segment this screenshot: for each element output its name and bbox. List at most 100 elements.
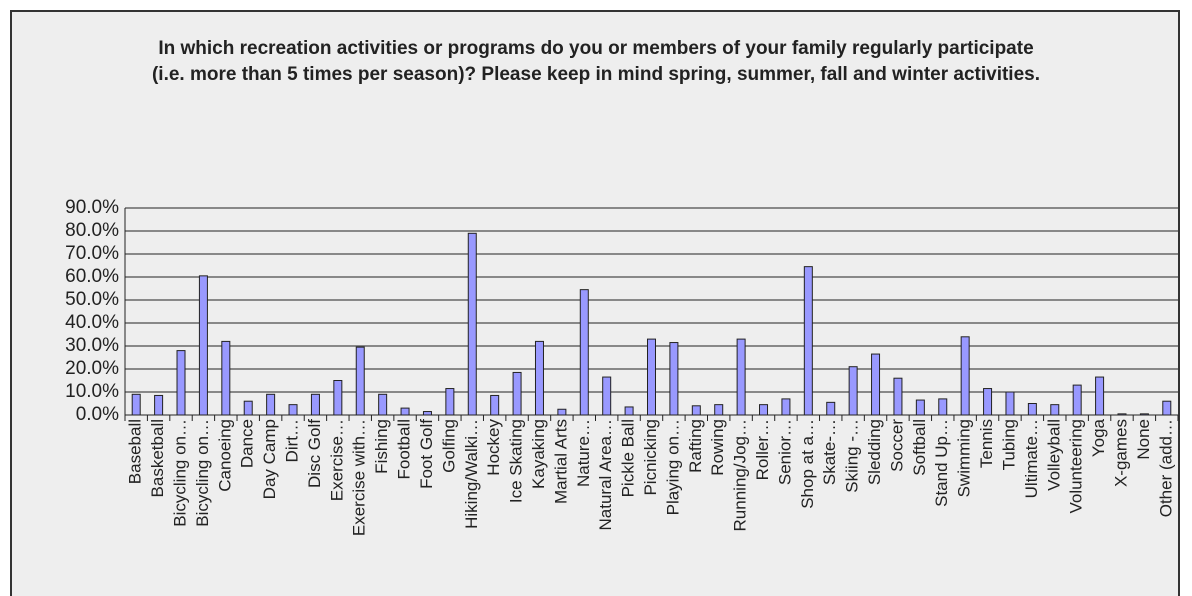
x-tick-label: Soccer xyxy=(887,419,906,472)
x-tick-label: Rafting xyxy=(686,419,705,473)
x-tick-label: Basketball xyxy=(148,419,167,497)
bar xyxy=(960,336,970,416)
bar xyxy=(669,342,679,416)
x-tick-label: Disc Golf xyxy=(305,419,324,488)
bar xyxy=(467,232,477,416)
bar xyxy=(557,408,567,416)
bar xyxy=(445,388,455,416)
bar xyxy=(355,346,365,416)
x-tick-label: Martial Arts xyxy=(551,419,570,504)
bar xyxy=(893,377,903,416)
x-tick-label: Bicycling on… xyxy=(193,419,212,527)
bar xyxy=(781,398,791,416)
x-tick-label: Natural Area… xyxy=(596,419,615,531)
x-tick-label: Baseball xyxy=(126,419,145,484)
y-tick-label: 30.0% xyxy=(65,335,119,356)
bar xyxy=(602,376,612,416)
x-tick-label: Shop at a… xyxy=(798,419,817,509)
x-tick-label: Softball xyxy=(910,419,929,476)
bar xyxy=(154,394,164,416)
bar xyxy=(1027,403,1037,416)
x-tick-label: Sledding xyxy=(865,419,884,485)
bar xyxy=(490,394,500,416)
x-tick-label: Ultimate… xyxy=(1022,419,1041,498)
x-tick-label: Football xyxy=(395,419,414,479)
bar xyxy=(1095,376,1105,416)
bar xyxy=(176,350,186,416)
x-tick-label: Running/Jog… xyxy=(731,419,750,531)
bar xyxy=(266,393,276,416)
bar xyxy=(1072,384,1082,416)
bar xyxy=(422,411,432,416)
x-tick-label: Exercise with… xyxy=(350,419,369,536)
x-tick-label: Other (add… xyxy=(1156,419,1175,517)
bar xyxy=(221,340,231,416)
x-tick-label: Fishing xyxy=(372,419,391,474)
y-tick-label: 10.0% xyxy=(65,381,119,402)
x-tick-label: Playing on… xyxy=(663,419,682,515)
x-tick-label: None xyxy=(1134,419,1153,460)
bar xyxy=(647,338,656,416)
bar xyxy=(333,380,343,416)
x-tick-label: Roller… xyxy=(753,419,772,480)
bar xyxy=(1117,413,1127,416)
bar xyxy=(288,404,298,416)
bar xyxy=(378,393,388,416)
bar xyxy=(1050,404,1060,416)
x-tick-label: Ice Skating xyxy=(507,419,526,503)
x-tick-label: Picnicking xyxy=(641,419,660,496)
bar xyxy=(400,407,410,416)
bar xyxy=(243,400,253,416)
x-tick-label: Senior… xyxy=(775,419,794,485)
x-tick-label: Tubing xyxy=(999,419,1018,470)
x-tick-label: Hockey xyxy=(484,419,503,476)
x-tick-label: Dirt… xyxy=(283,419,302,462)
x-tick-label: Swimming xyxy=(955,419,974,497)
bar xyxy=(848,366,858,416)
bar xyxy=(198,275,208,416)
x-tick-label: Foot Golf xyxy=(417,419,436,489)
y-tick-label: 40.0% xyxy=(65,312,119,333)
chart-title: In which recreation activities or progra… xyxy=(151,38,1040,85)
y-tick-label: 90.0% xyxy=(65,197,119,218)
x-tick-label: Dance xyxy=(238,419,257,468)
bar xyxy=(1139,413,1149,416)
bar xyxy=(938,398,948,416)
x-tick-label: Kayaking xyxy=(529,419,548,489)
bar xyxy=(915,399,925,416)
bar xyxy=(826,401,836,416)
x-tick-label: Volleyball xyxy=(1044,419,1063,491)
x-tick-label: Nature… xyxy=(574,419,593,487)
bar xyxy=(803,266,813,416)
x-tick-label: Yoga xyxy=(1089,418,1108,457)
x-tick-label: Rowing xyxy=(708,419,727,476)
bar xyxy=(512,371,522,416)
x-tick-label: Pickle Ball xyxy=(619,419,638,497)
bar xyxy=(983,388,993,416)
y-tick-label: 0.0% xyxy=(76,404,119,425)
x-tick-label: Canoeing xyxy=(215,419,234,492)
bar xyxy=(691,405,701,416)
bar xyxy=(534,340,544,416)
y-tick-label: 70.0% xyxy=(65,243,119,264)
bar xyxy=(1162,400,1172,416)
y-tick-label: 60.0% xyxy=(65,266,119,287)
x-tick-label: Tennis xyxy=(977,419,996,468)
x-tick-label: Bicycling on… xyxy=(170,419,189,527)
x-tick-label: X-games xyxy=(1111,419,1130,487)
y-tick-label: 20.0% xyxy=(65,358,119,379)
x-tick-label: Golfing xyxy=(439,419,458,473)
y-tick-label: 80.0% xyxy=(65,220,119,241)
x-tick-label: Skiing -… xyxy=(843,419,862,493)
x-tick-label: Hiking/Walki… xyxy=(462,419,481,529)
x-tick-label: Skate-… xyxy=(820,419,839,485)
bar xyxy=(624,406,634,416)
bar xyxy=(759,404,769,416)
bar xyxy=(131,393,141,416)
bar xyxy=(871,353,881,416)
x-tick-label: Volunteering xyxy=(1067,419,1086,514)
bar xyxy=(310,393,320,416)
x-tick-label: Day Camp xyxy=(260,419,279,499)
